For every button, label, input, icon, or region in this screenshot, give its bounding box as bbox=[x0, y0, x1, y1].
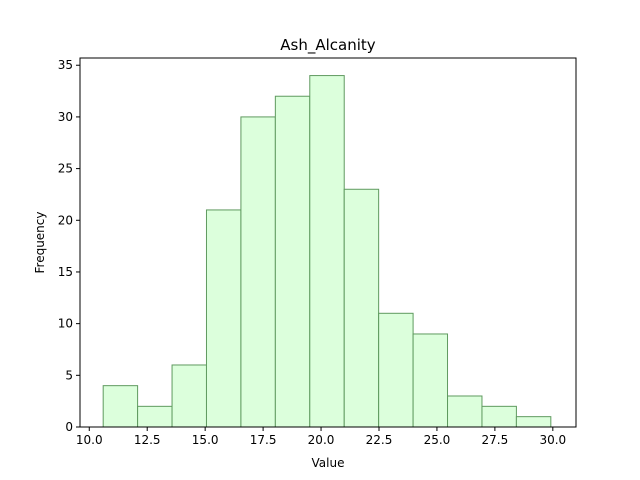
y-tick-label: 0 bbox=[65, 420, 73, 434]
histogram-bar bbox=[378, 312, 414, 428]
x-ticks-group: 10.0 12.5 15.0 17.5 20.0 22.5 25.0 27.5 30.0 bbox=[76, 427, 566, 447]
histogram-bar bbox=[137, 405, 173, 428]
histogram-bar bbox=[102, 385, 139, 428]
plot-frame bbox=[79, 57, 577, 428]
y-tick-label: 10 bbox=[58, 317, 73, 331]
histogram-bar bbox=[240, 116, 276, 428]
y-tick-label: 25 bbox=[58, 162, 73, 176]
chart-title: Ash_Alcanity bbox=[280, 36, 376, 55]
x-tick-label: 10.0 bbox=[76, 433, 103, 447]
bars-group bbox=[102, 75, 552, 428]
x-tick-label: 12.5 bbox=[134, 433, 161, 447]
x-tick-label: 17.5 bbox=[250, 433, 277, 447]
histogram-bar bbox=[309, 75, 345, 428]
x-axis-label: Value bbox=[312, 456, 345, 470]
x-tick-label: 20.0 bbox=[308, 433, 335, 447]
histogram-bar bbox=[447, 395, 483, 428]
y-tick-label: 20 bbox=[58, 213, 73, 227]
y-tick-label: 35 bbox=[58, 58, 73, 72]
y-ticks-group: 0 5 10 15 20 25 30 35 bbox=[58, 58, 80, 434]
histogram-bar bbox=[481, 405, 517, 428]
y-axis-label: Frequency bbox=[33, 212, 47, 274]
histogram-bar bbox=[515, 416, 552, 428]
y-tick-label: 5 bbox=[65, 368, 73, 382]
x-tick-label: 27.5 bbox=[482, 433, 509, 447]
histogram-bar bbox=[343, 188, 380, 428]
histogram-bar bbox=[412, 333, 449, 428]
x-tick-label: 25.0 bbox=[424, 433, 451, 447]
y-tick-label: 15 bbox=[58, 265, 73, 279]
x-tick-label: 15.0 bbox=[192, 433, 219, 447]
x-tick-label: 30.0 bbox=[539, 433, 566, 447]
histogram-bar bbox=[274, 95, 311, 428]
histogram-bar bbox=[205, 209, 242, 428]
histogram-bar bbox=[171, 364, 207, 428]
y-tick-label: 30 bbox=[58, 110, 73, 124]
x-tick-label: 22.5 bbox=[366, 433, 393, 447]
